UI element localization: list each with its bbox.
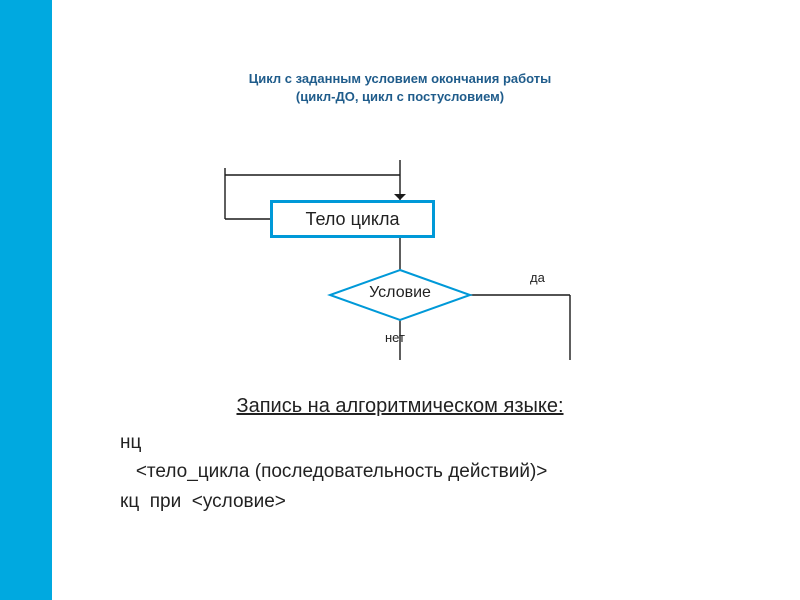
loop-body-label: Тело цикла [305, 209, 399, 230]
condition-label: Условие [330, 284, 470, 302]
algorithm-line: <тело_цикла (последовательность действий… [120, 457, 680, 486]
no-label: нет [385, 330, 405, 345]
yes-label: да [530, 270, 545, 285]
algorithm-block: Запись на алгоритмическом языке: нц <тел… [120, 395, 680, 516]
algorithm-line: нц [120, 428, 680, 457]
algorithm-heading: Запись на алгоритмическом языке: [120, 395, 680, 418]
page-root: Цикл с заданным условием окончания работ… [0, 0, 800, 600]
algorithm-code: нц <тело_цикла (последовательность дейст… [120, 428, 680, 516]
loop-body-box: Тело цикла [270, 200, 435, 238]
arrow-into-box-icon [394, 194, 406, 200]
algorithm-line: кц при <условие> [120, 487, 680, 516]
